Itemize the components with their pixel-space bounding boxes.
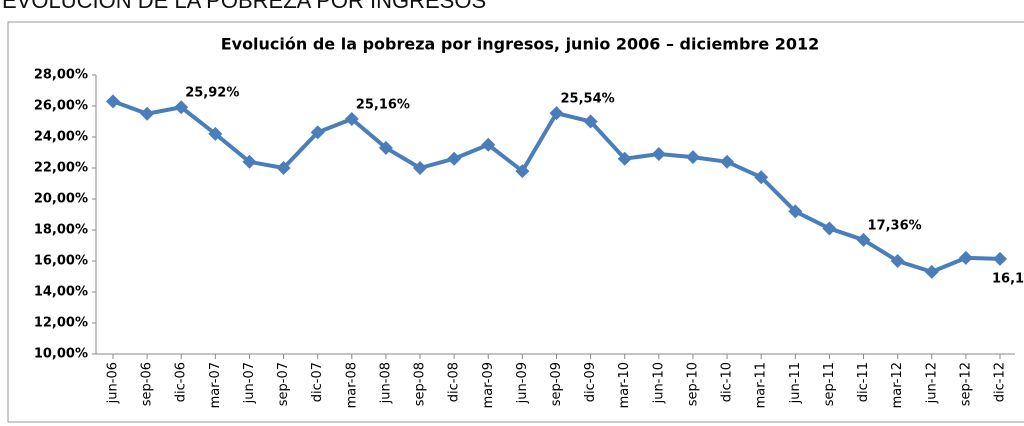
- x-tick-label: sep-12: [958, 362, 973, 406]
- marker: [447, 151, 462, 166]
- y-tick-label: 12,00%: [34, 316, 88, 331]
- y-tick-label: 20,00%: [34, 192, 88, 207]
- marker: [822, 221, 837, 236]
- chart-title: Evolución de la pobreza por ingresos, ju…: [221, 35, 820, 54]
- marker: [174, 100, 189, 115]
- x-tick-label: jun-08: [378, 362, 393, 404]
- marker: [549, 106, 564, 121]
- y-tick-label: 16,00%: [34, 254, 88, 269]
- y-tick-label: 18,00%: [34, 223, 88, 238]
- value-label: 25,92%: [185, 86, 239, 101]
- x-tick-label: jun-07: [242, 362, 257, 404]
- marker: [924, 264, 939, 279]
- marker: [515, 164, 530, 179]
- x-tick-label: dic-12: [993, 362, 1008, 402]
- marker: [993, 251, 1007, 266]
- marker: [685, 150, 700, 165]
- marker: [720, 154, 735, 169]
- marker: [310, 125, 325, 140]
- x-tick-label: sep-06: [140, 362, 155, 406]
- x-tick-label: mar-10: [617, 362, 632, 408]
- x-tick-label: dic-11: [856, 362, 871, 402]
- x-tick-label: dic-10: [720, 362, 735, 402]
- marker: [413, 161, 428, 175]
- y-tick-label: 26,00%: [34, 99, 88, 114]
- y-tick-label: 28,00%: [34, 68, 88, 83]
- y-tick-label: 24,00%: [34, 130, 88, 145]
- page-heading: EVOLUCIÓN DE LA POBREZA POR INGRESOS: [2, 0, 487, 13]
- y-tick-label: 14,00%: [34, 285, 88, 300]
- x-tick-label: dic-09: [583, 362, 598, 402]
- x-tick-label: jun-06: [106, 362, 121, 404]
- marker: [140, 106, 155, 121]
- x-tick-label: dic-08: [447, 362, 462, 402]
- x-tick-label: dic-07: [310, 362, 325, 402]
- x-tick-label: mar-08: [344, 362, 359, 408]
- x-tick-label: sep-08: [413, 362, 428, 406]
- marker: [856, 232, 871, 247]
- marker: [242, 154, 257, 169]
- x-tick-label: sep-09: [549, 362, 564, 406]
- x-tick-label: jun-12: [924, 362, 939, 404]
- line: [112, 99, 1001, 274]
- x-tick-label: dic-06: [174, 362, 189, 402]
- y-tick-label: 10,00%: [34, 347, 88, 362]
- marker: [481, 137, 496, 152]
- marker: [617, 151, 632, 166]
- marker: [378, 140, 393, 155]
- x-tick-label: jun-09: [515, 362, 530, 404]
- x-tick-label: mar-07: [208, 362, 223, 408]
- y-tick-label: 22,00%: [34, 161, 88, 176]
- marker: [958, 250, 973, 265]
- value-label: 16,14%: [992, 271, 1024, 286]
- x-tick-label: sep-10: [685, 362, 700, 406]
- x-tick-label: mar-09: [481, 362, 496, 408]
- x-tick-label: jun-10: [651, 362, 666, 404]
- marker: [583, 114, 598, 129]
- x-tick-label: mar-11: [754, 362, 769, 408]
- marker: [208, 126, 223, 141]
- marker: [106, 94, 120, 109]
- marker: [890, 254, 905, 268]
- marker: [788, 204, 803, 219]
- chart-frame: [7, 21, 1024, 423]
- marker: [651, 147, 666, 162]
- x-tick-label: jun-11: [788, 362, 803, 404]
- value-label: 17,36%: [868, 218, 922, 233]
- marker: [754, 170, 769, 185]
- x-tick-label: mar-12: [890, 362, 905, 408]
- marker: [344, 112, 359, 127]
- marker: [276, 161, 291, 175]
- x-tick-label: sep-07: [276, 362, 291, 406]
- value-label: 25,16%: [356, 98, 410, 113]
- value-label: 25,54%: [561, 92, 615, 107]
- x-tick-label: sep-11: [822, 362, 837, 406]
